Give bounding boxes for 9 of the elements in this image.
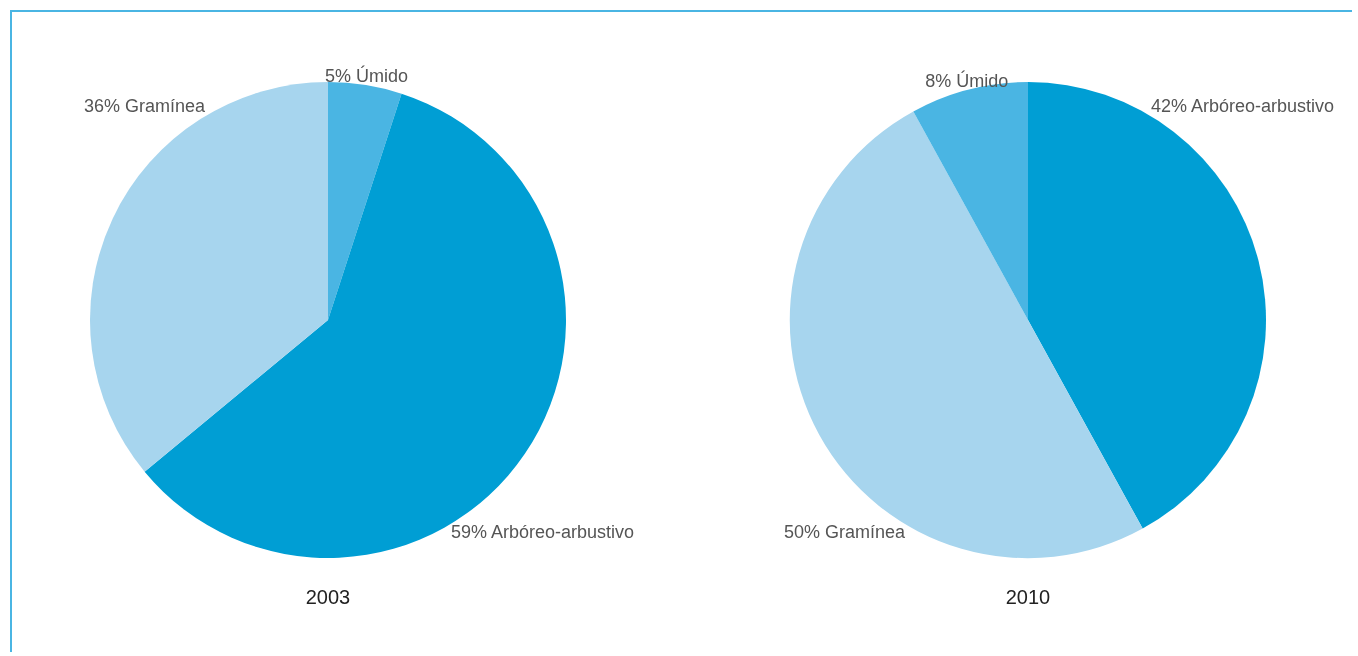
slice-label: 59% Arbóreo-arbustivo	[451, 522, 635, 543]
slice-label: 8% Úmido	[925, 69, 1009, 91]
text: 2010	[1005, 586, 1051, 608]
slice-label: 42% Arbóreo-arbustivo	[1151, 95, 1335, 116]
text: 2003	[305, 586, 351, 608]
pie-slice	[328, 82, 402, 320]
slice-label: 36% Gramínea	[83, 95, 206, 116]
slice-label: 5% Úmido	[324, 65, 408, 87]
slice-label: 50% Gramínea	[783, 522, 906, 543]
